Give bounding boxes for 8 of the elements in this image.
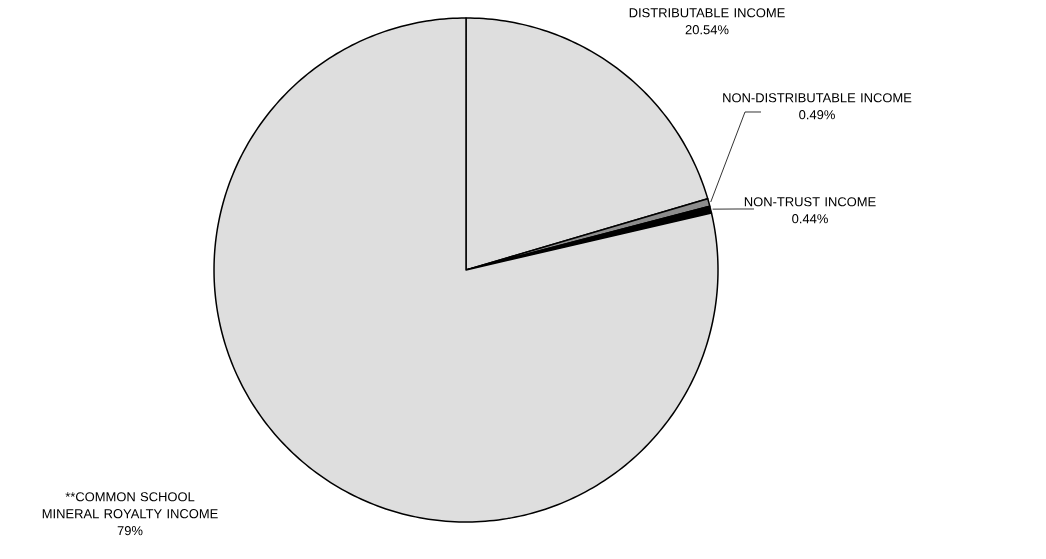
data-label: 79% (117, 526, 143, 536)
data-label: 0.44% (792, 214, 828, 224)
data-label: 20.54% (685, 25, 729, 35)
data-label: 0.49% (799, 110, 835, 120)
slice-label: NON-TRUST INCOME (744, 197, 876, 207)
slice-label: **COMMON SCHOOL MINERAL ROYALTY INCOME (42, 492, 218, 519)
slice-label: NON-DISTRIBUTABLE INCOME (723, 93, 912, 103)
slice-label: DISTRIBUTABLE INCOME (629, 8, 785, 18)
